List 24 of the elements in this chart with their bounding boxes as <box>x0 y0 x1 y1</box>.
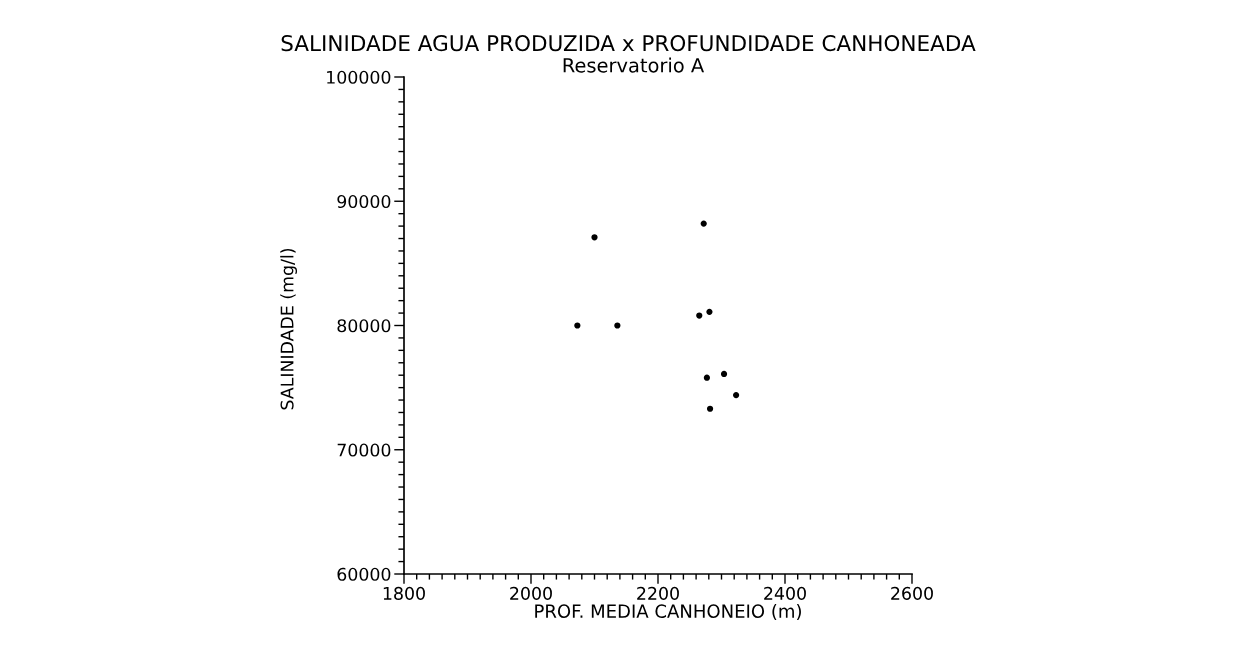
point <box>614 322 621 329</box>
point <box>574 322 581 329</box>
y-tick-label: 90000 <box>337 194 391 209</box>
point <box>696 312 703 319</box>
x-axis-title: PROF. MEDIA CANHONEIO (m) <box>535 604 801 621</box>
point <box>591 234 598 241</box>
point <box>706 308 713 315</box>
y-tick-label: 60000 <box>337 567 391 581</box>
chart-subtitle: Reservatorio A <box>563 57 705 73</box>
point <box>733 391 740 399</box>
point <box>700 220 707 227</box>
y-axis-title: SALINIDADE (mg/l) <box>280 248 297 410</box>
x-tick-label: 2400 <box>764 586 806 600</box>
y-tick-label: 80000 <box>337 319 391 333</box>
x-tick-label: 2600 <box>891 586 933 600</box>
y-tick-label: 70000 <box>337 443 391 457</box>
x-tick-label: 2200 <box>637 586 679 600</box>
point <box>706 405 714 412</box>
point <box>703 374 710 381</box>
x-tick-label: 2000 <box>510 586 552 600</box>
y-tick-label: 100000 <box>327 70 391 84</box>
x-tick-label: 1800 <box>383 586 425 600</box>
chart-title: SALINIDADE AGUA PRODUZIDA x PROFUNDIDADE CANHONEADA <box>281 34 976 52</box>
point <box>720 370 728 378</box>
